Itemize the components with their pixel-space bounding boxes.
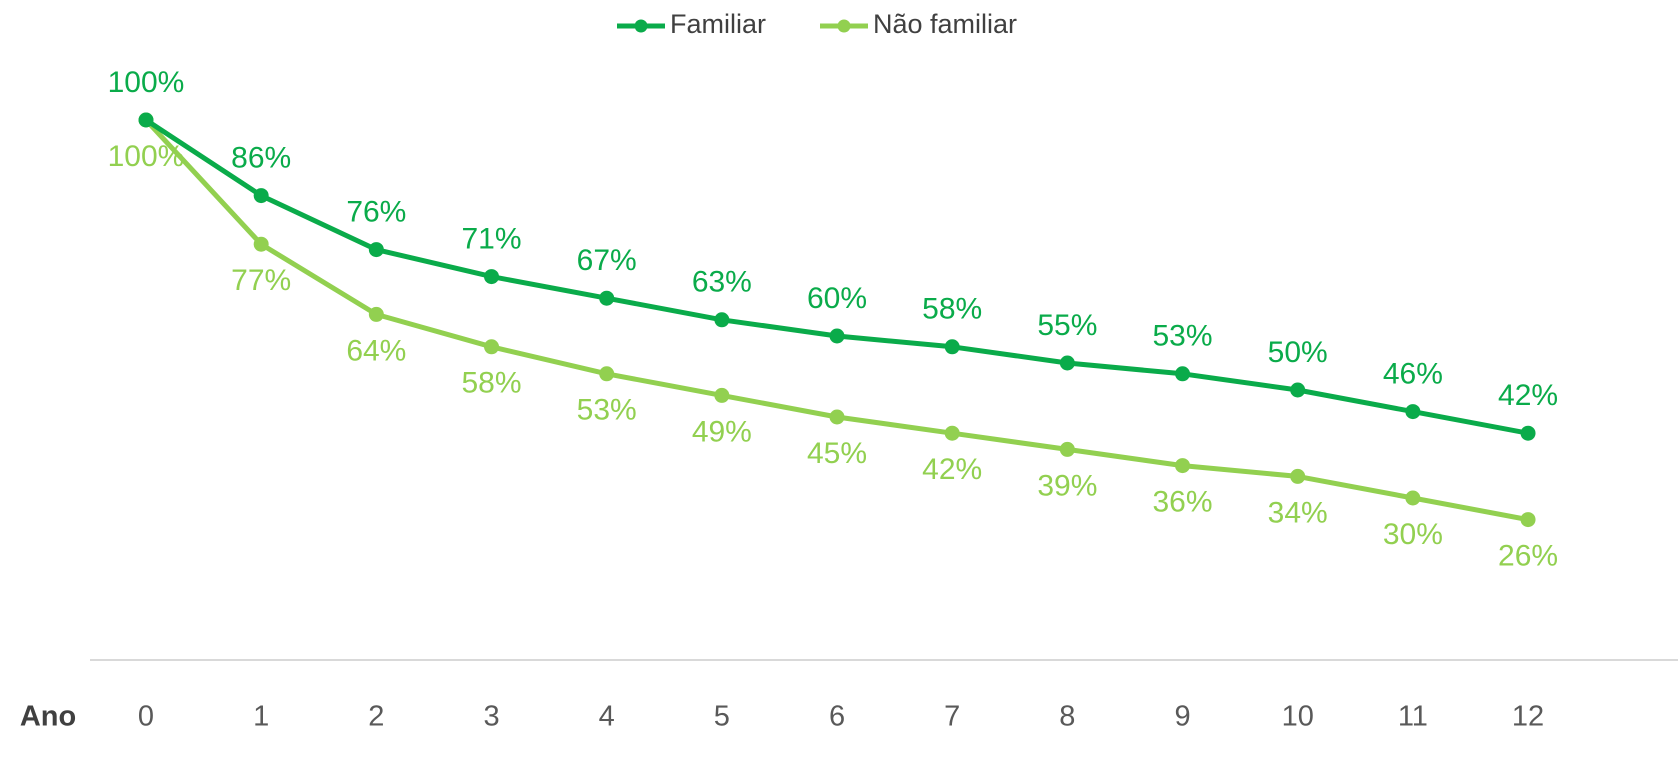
data-label: 64%: [346, 334, 406, 367]
data-label: 50%: [1268, 336, 1328, 369]
x-tick-label: 9: [1174, 701, 1190, 733]
data-label: 67%: [577, 244, 637, 277]
x-tick-label: 3: [483, 701, 499, 733]
data-label: 34%: [1268, 496, 1328, 529]
data-label: 26%: [1498, 540, 1558, 573]
data-point: [484, 339, 500, 355]
legend-label: Não familiar: [873, 9, 1017, 39]
data-label: 100%: [108, 140, 185, 173]
data-label: 49%: [692, 415, 752, 448]
data-label: 45%: [807, 437, 867, 470]
legend-marker: [634, 19, 648, 33]
data-label: 36%: [1153, 486, 1213, 519]
data-label: 46%: [1383, 358, 1443, 391]
series-line: [144, 117, 1529, 436]
data-label: 39%: [1037, 469, 1097, 502]
x-tick-label: 12: [1512, 701, 1544, 733]
data-point: [1290, 468, 1306, 484]
data-label: 42%: [1498, 379, 1558, 412]
data-point: [1520, 512, 1536, 528]
data-label: 71%: [461, 223, 521, 256]
x-tick-label: 5: [714, 701, 730, 733]
data-point: [1290, 382, 1306, 398]
data-point: [253, 236, 269, 252]
data-point: [1405, 490, 1421, 506]
data-point: [714, 312, 730, 328]
data-label: 60%: [807, 282, 867, 315]
data-point: [253, 188, 269, 204]
data-label: 63%: [692, 266, 752, 299]
x-tick-label: 1: [253, 701, 269, 733]
data-point: [138, 112, 154, 128]
legend-marker: [837, 19, 851, 33]
x-tick-label: 6: [829, 701, 845, 733]
data-point: [944, 339, 960, 355]
data-point: [599, 366, 615, 382]
x-axis-label: Ano: [20, 701, 76, 733]
data-point: [829, 409, 845, 425]
data-label: 58%: [922, 293, 982, 326]
data-point: [944, 425, 960, 441]
x-tick-label: 2: [368, 701, 384, 733]
x-tick-label: 4: [599, 701, 615, 733]
data-point: [484, 269, 500, 285]
data-label: 30%: [1383, 518, 1443, 551]
data-label: 58%: [461, 367, 521, 400]
data-point: [368, 242, 384, 258]
data-point: [1175, 458, 1191, 474]
data-point: [1520, 425, 1536, 441]
x-tick-label: 8: [1059, 701, 1075, 733]
data-label: 77%: [231, 264, 291, 297]
data-point: [829, 328, 845, 344]
data-label: 42%: [922, 453, 982, 486]
data-label: 53%: [1153, 320, 1213, 353]
data-label: 76%: [346, 196, 406, 229]
data-label: 53%: [577, 394, 637, 427]
x-tick-label: 0: [138, 701, 154, 733]
legend-label: Familiar: [670, 9, 766, 39]
data-label: 100%: [108, 66, 185, 99]
x-tick-label: 7: [944, 701, 960, 733]
data-point: [1059, 355, 1075, 371]
data-point: [714, 387, 730, 403]
data-point: [599, 290, 615, 306]
x-tick-label: 11: [1398, 701, 1428, 733]
data-point: [1059, 441, 1075, 457]
x-tick-label: 10: [1282, 701, 1314, 733]
data-label: 86%: [231, 142, 291, 175]
data-label: 55%: [1037, 309, 1097, 342]
data-point: [1405, 404, 1421, 420]
data-point: [368, 306, 384, 322]
data-point: [1175, 366, 1191, 382]
